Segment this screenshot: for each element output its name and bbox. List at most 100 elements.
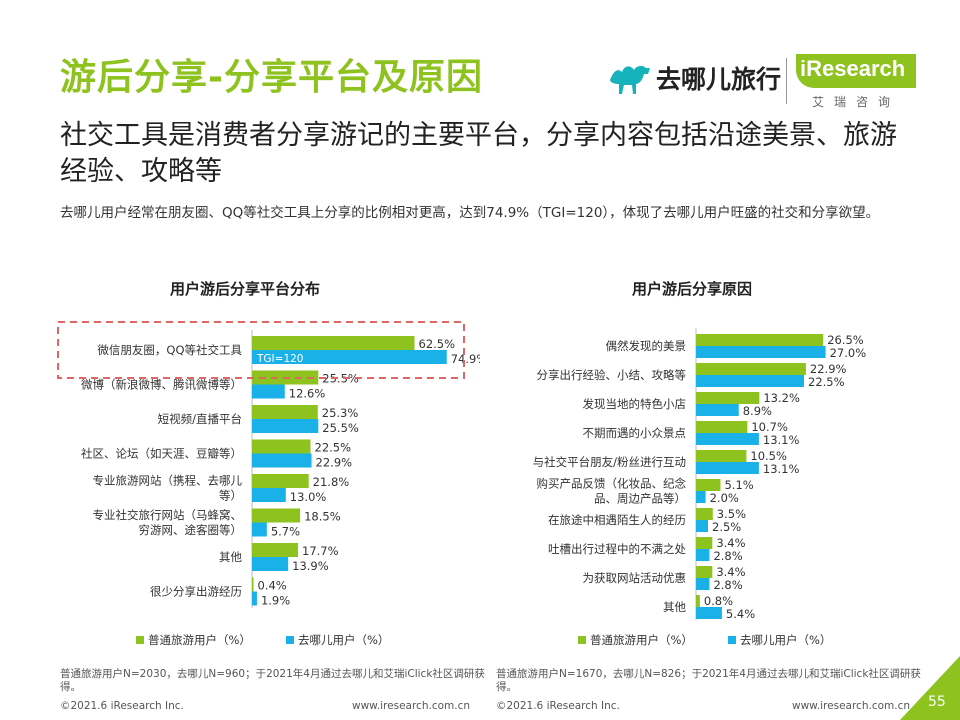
value-label-series1: 17.7% [302,544,339,558]
category-label: 为获取网站活动优惠 [583,571,687,585]
bar-series1 [696,508,713,520]
legend-swatch-series1 [136,636,144,644]
value-label-series1: 0.4% [258,579,287,593]
category-label: 其他 [663,600,686,614]
legend-swatch-series2 [728,636,736,644]
bar-series2 [252,453,312,468]
camel-icon [610,65,650,94]
bar-series2 [696,433,759,445]
value-label-series1: 3.4% [716,536,745,550]
footer-copyright-left: ©2021.6 iResearch Inc. [60,700,184,712]
category-label: 在旅途中相遇陌生人的经历 [548,513,686,527]
bar-series1 [696,595,700,607]
value-label-series2: 2.8% [713,578,742,592]
qunar-logo: 去哪儿旅行 [608,58,781,98]
category-label: 短视频/直播平台 [158,412,242,426]
value-label-series1: 25.5% [322,372,359,386]
bar-series1 [696,363,806,375]
value-label-series2: 74.9% [451,352,480,366]
value-label-series2: 5.4% [726,607,755,621]
bar-series1 [696,392,760,404]
right-footnote-line: 得。 [496,681,517,693]
value-label-series1: 3.4% [716,565,745,579]
bar-series2 [696,520,708,532]
page-subtitle: 社交工具是消费者分享游记的主要平台，分享内容包括沿途美景、旅游经验、攻略等 [60,120,897,187]
value-label-series1: 10.5% [750,449,787,463]
category-label: 偶然发现的美景 [606,339,687,353]
legend-label-series2: 去哪儿用户（%） [740,633,831,647]
right-footnote: 普通旅游用户N=1670，去哪儿N=826；于2021年4月通过去哪儿和艾瑞iC… [496,668,921,694]
right-footnote-line: 普通旅游用户N=1670，去哪儿N=826；于2021年4月通过去哪儿和艾瑞iC… [496,668,921,680]
bar-series2 [252,591,257,606]
value-label-series2: 13.1% [763,433,800,447]
category-label: 社区、论坛（如天涯、豆瓣等） [81,447,242,461]
value-label-series2: 13.0% [290,490,327,504]
value-label-series2: 1.9% [261,594,290,608]
left-chart-title: 用户游后分享平台分布 [170,280,321,298]
category-label: 不期而遇的小众景点 [583,426,687,440]
page-corner [900,656,960,720]
legend-label-series1: 普通旅游用户（%） [590,633,693,647]
logo-divider [786,58,787,104]
category-label: 分享出行经验、小结、攻略等 [537,368,687,382]
bar-series1 [252,405,318,419]
legend-label-series2: 去哪儿用户（%） [298,633,389,647]
left-footnote: 普通旅游用户N=2030，去哪儿N=960；于2021年4月通过去哪儿和艾瑞iC… [60,668,485,694]
category-label: 专业旅游网站（携程、去哪儿 [93,474,243,488]
category-label: 购买产品反馈（化妆品、纪念 [537,477,687,491]
value-label-series1: 22.9% [810,362,847,376]
value-label-series1: 26.5% [827,333,864,347]
category-label: 与社交平台朋友/粉丝进行互动 [533,455,686,469]
value-label-series1: 25.3% [322,406,359,420]
bar-series2 [252,557,289,571]
value-label-series1: 5.1% [724,478,753,492]
bar-series1 [252,474,309,488]
bar-series2 [252,350,447,364]
value-label-series1: 0.8% [704,594,733,608]
page-description: 去哪儿用户经常在朋友圈、QQ等社交工具上分享的比例相对更高，达到74.9%（TG… [60,205,880,221]
bar-series1 [252,543,299,557]
bar-series1 [252,508,301,523]
page-number: 55 [928,694,946,710]
value-label-series1: 21.8% [313,475,350,489]
category-label: 吐槽出行过程中的不满之处 [548,542,686,556]
iresearch-logo-cn: 艾瑞咨询 [812,95,901,109]
bar-series1 [252,439,311,454]
right-chart-title: 用户游后分享原因 [632,280,753,298]
bar-series2 [252,488,286,502]
legend-swatch-series2 [286,636,294,644]
category-label: 很少分享出游经历 [150,585,242,599]
value-label-series2: 27.0% [830,346,867,360]
bar-series1 [252,577,254,592]
category-label: 穷游网、途客圈等） [139,523,243,537]
bar-series2 [252,419,319,433]
left-footnote-line: 得。 [60,681,81,693]
category-label: 品、周边产品等） [594,492,686,506]
value-label-series2: 13.1% [763,462,800,476]
iresearch-logo-text: iResearch [800,56,906,81]
value-label-series2: 25.5% [322,421,359,435]
bar-series1 [696,479,721,491]
qunar-logo-text: 去哪儿旅行 [656,65,782,94]
left-footnote-line: 普通旅游用户N=2030，去哪儿N=960；于2021年4月通过去哪儿和艾瑞iC… [60,668,485,680]
iresearch-logo-bg [796,54,916,88]
bar-series1 [696,537,713,549]
value-label-series2: 2.5% [712,520,741,534]
value-label-series2: 2.8% [713,549,742,563]
value-label-series2: 12.6% [289,387,326,401]
category-label: 发现当地的特色小店 [583,397,687,411]
footer-url-right: www.iresearch.com.cn [792,700,911,712]
highlight-box [57,321,465,379]
bar-series2 [696,346,826,358]
legend-swatch-series1 [578,636,586,644]
value-label-series1: 18.5% [304,510,341,524]
bar-series2 [696,607,722,619]
category-label: 微信朋友圈，QQ等社交工具 [97,343,242,357]
bar-series1 [252,336,415,350]
bar-series2 [696,404,739,416]
value-label-series1: 3.5% [717,507,746,521]
value-label-series1: 62.5% [419,337,456,351]
bar-series2 [696,462,759,474]
value-label-series2: 22.5% [808,375,845,389]
right-chart: 偶然发现的美景 26.5%27.0% 分享出行经验、小结、攻略等 22.9%22.5%… [533,328,867,647]
